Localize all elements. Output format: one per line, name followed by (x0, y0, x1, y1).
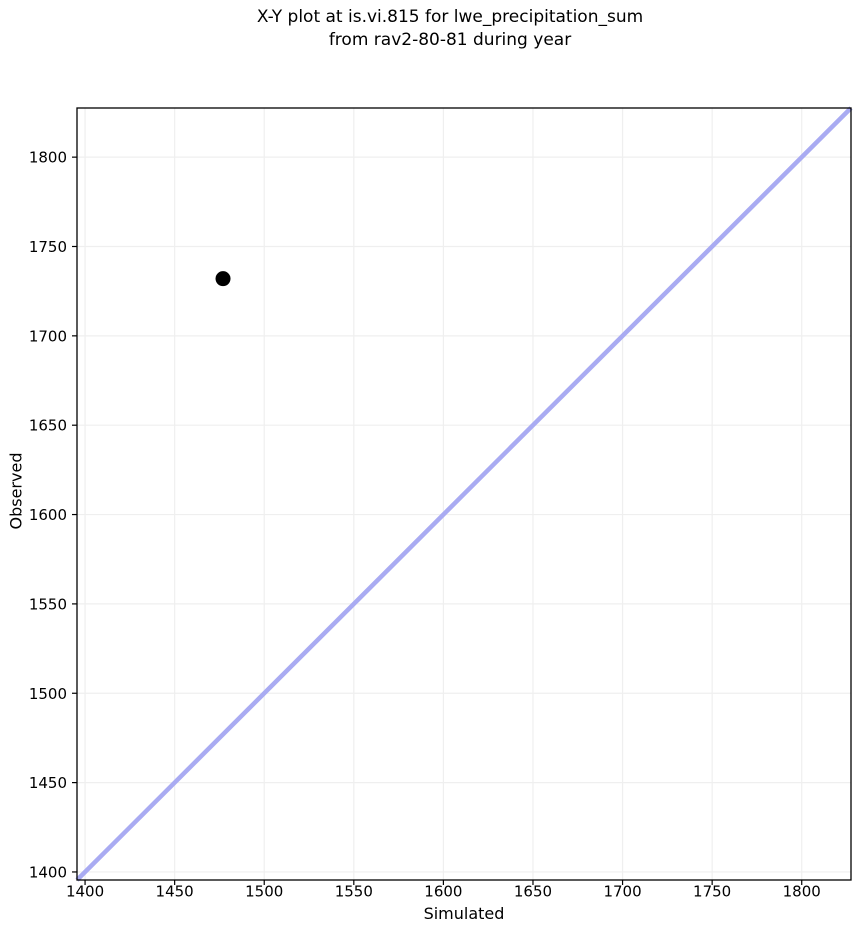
x-tick-label: 1800 (783, 883, 821, 901)
x-tick-label: 1500 (245, 883, 283, 901)
y-tick-label: 1450 (29, 774, 67, 792)
y-tick-label: 1750 (29, 238, 67, 256)
chart-title-line2: from rav2-80-81 during year (328, 30, 572, 50)
chart-title-line1: X-Y plot at is.vi.815 for lwe_precipitat… (256, 7, 644, 27)
y-tick-label: 1700 (29, 327, 67, 345)
y-tick-label: 1550 (29, 595, 67, 613)
x-tick-label: 1750 (693, 883, 731, 901)
x-tick-label: 1400 (66, 883, 104, 901)
x-tick-label: 1600 (424, 883, 462, 901)
x-tick-label: 1550 (335, 883, 373, 901)
chart-title: X-Y plot at is.vi.815 for lwe_precipitat… (257, 6, 643, 52)
data-point (215, 271, 231, 287)
x-tick-label: 1700 (603, 883, 641, 901)
y-tick-label: 1500 (29, 685, 67, 703)
identity-line (75, 106, 853, 882)
y-tick-label: 1650 (29, 417, 67, 435)
x-axis-label: Simulated (423, 904, 505, 923)
y-tick-label: 1800 (29, 149, 67, 167)
x-tick-label: 1450 (156, 883, 194, 901)
plot-border (76, 107, 852, 881)
x-tick-label: 1650 (514, 883, 552, 901)
y-tick-label: 1400 (29, 863, 67, 881)
y-tick-label: 1600 (29, 506, 67, 524)
y-axis-label: Observed (6, 452, 26, 530)
